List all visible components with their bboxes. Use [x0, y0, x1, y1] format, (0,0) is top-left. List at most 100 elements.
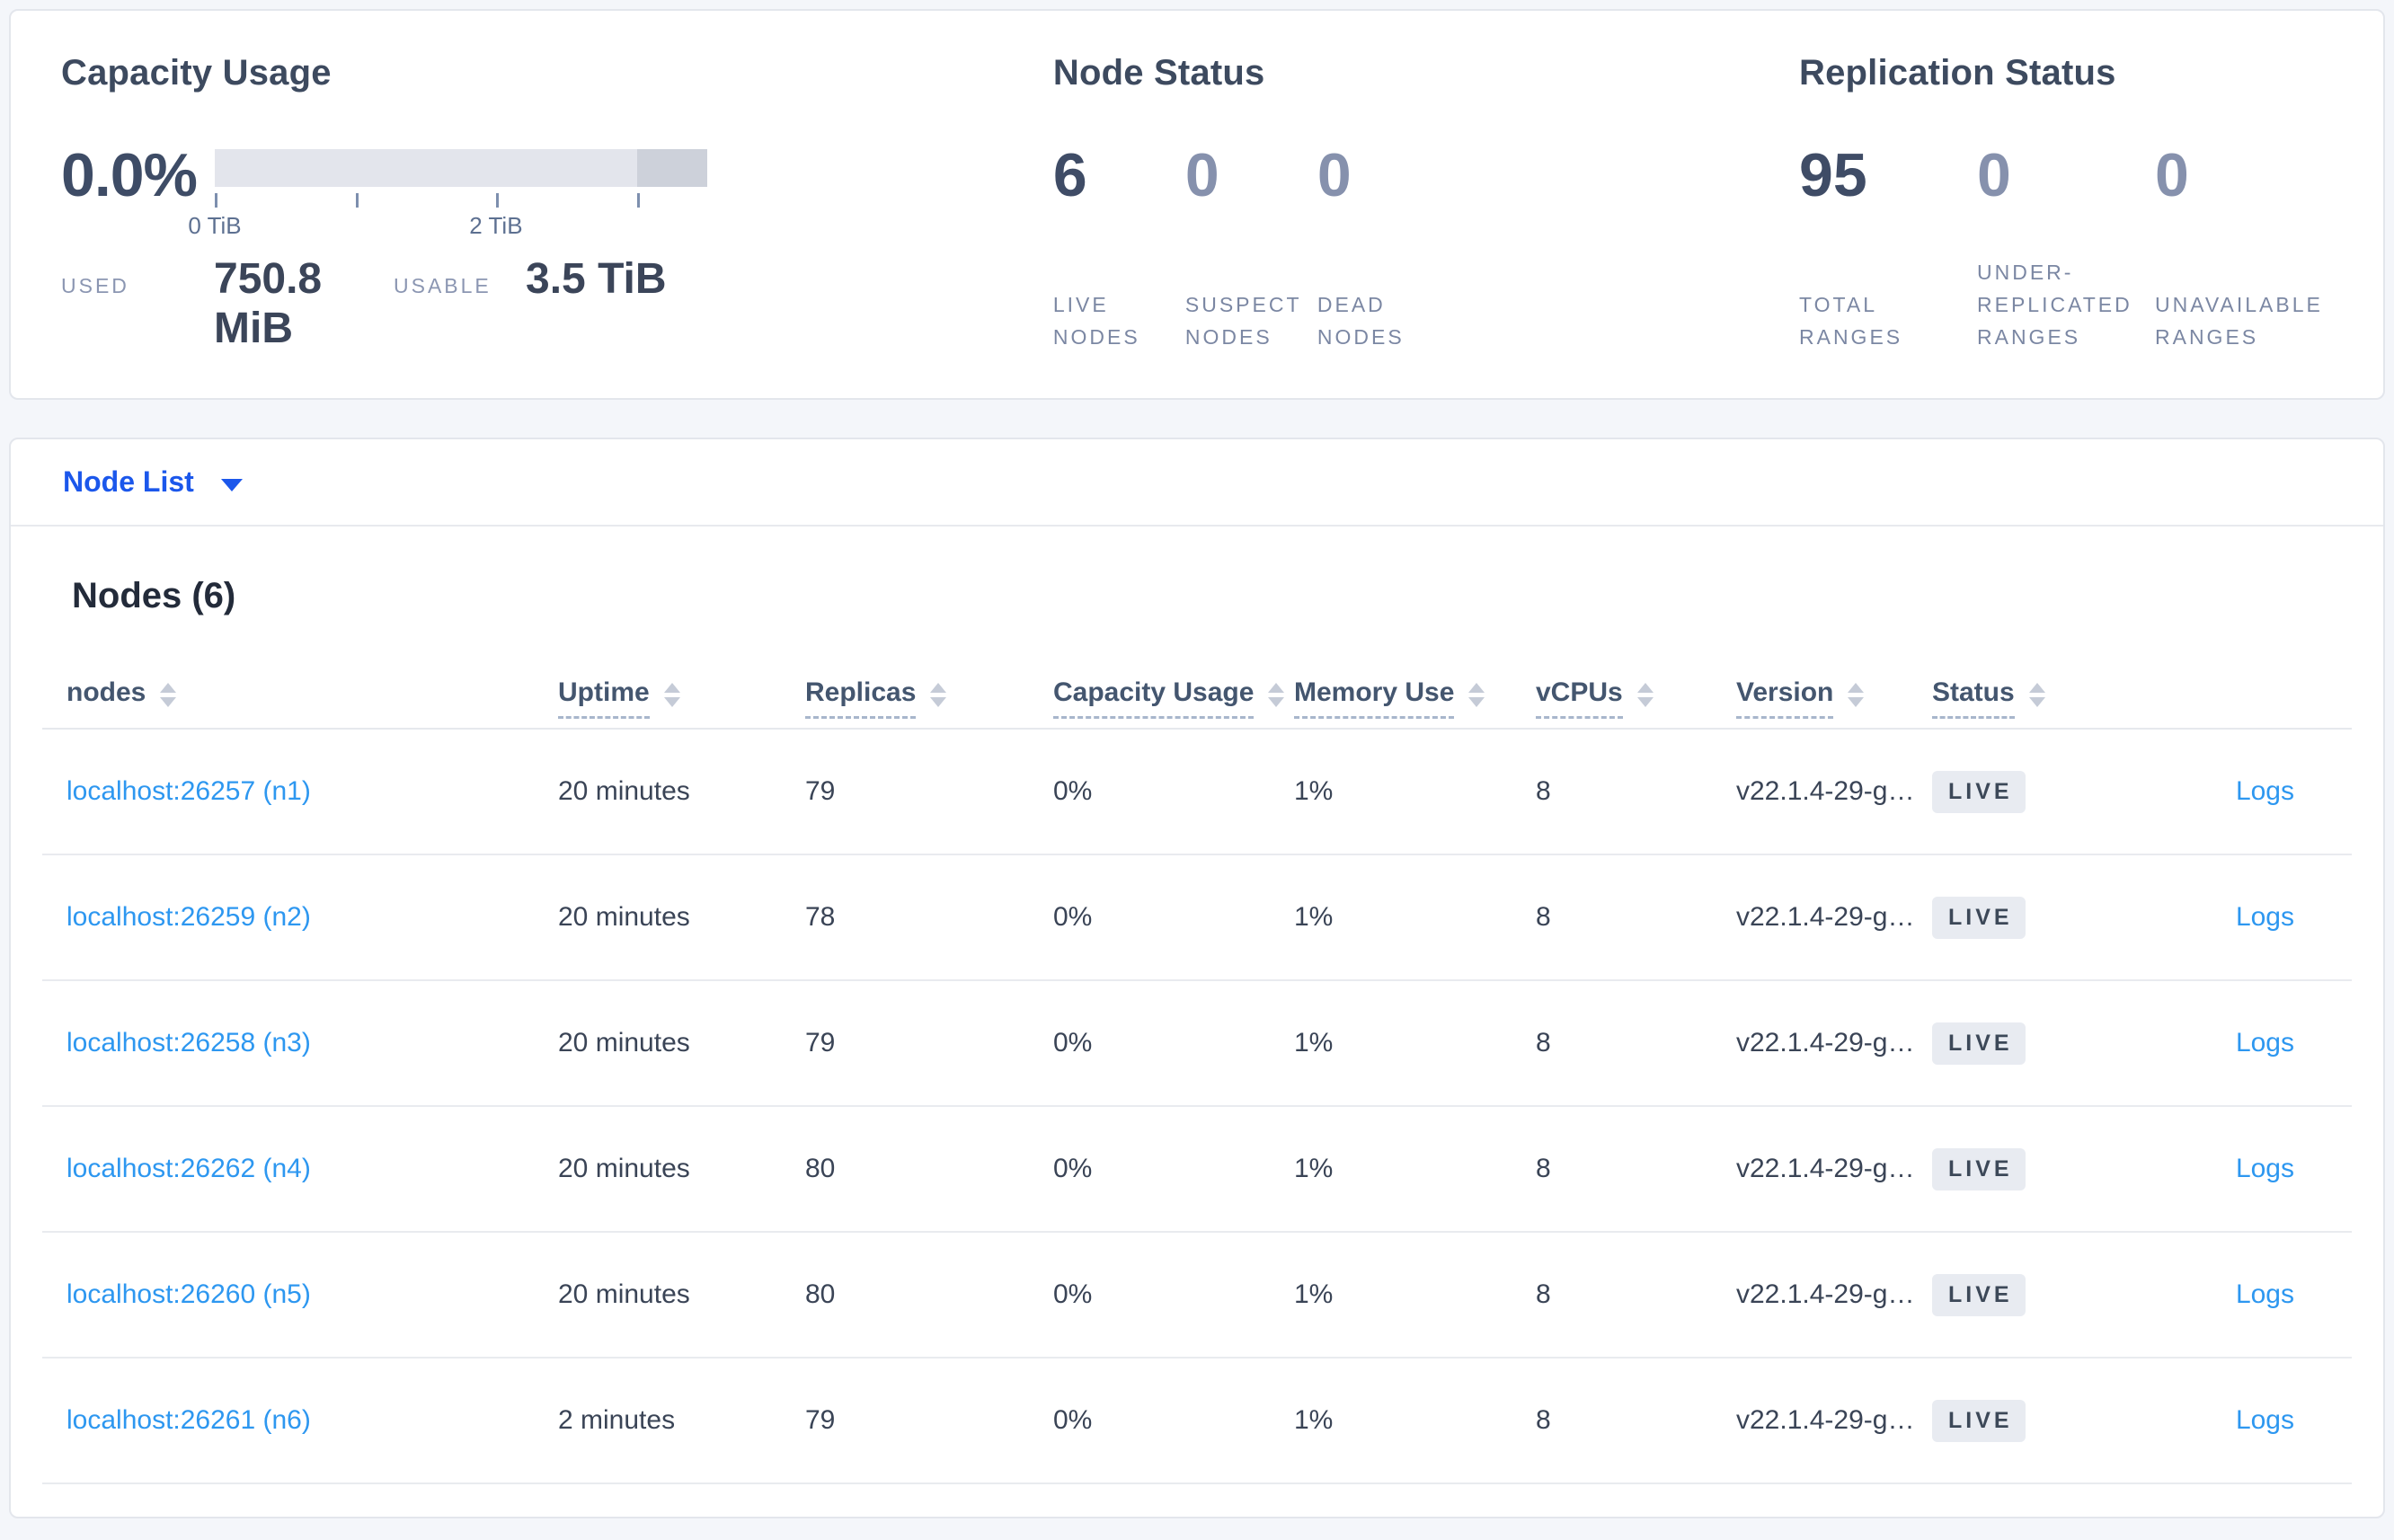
- sort-icon: [663, 682, 680, 707]
- sort-down-icon: [160, 696, 177, 707]
- summary-stat: 0 DEAD NODES: [1317, 141, 1450, 353]
- usable-label: USABLE: [394, 274, 492, 297]
- stat-label: DEAD NODES: [1317, 293, 1405, 349]
- sort-up-icon: [1848, 682, 1865, 693]
- summary-stat: 0 SUSPECT NODES: [1184, 141, 1317, 353]
- table-row: localhost:26258 (n3) 20 minutes 79 0% 1%…: [42, 981, 2352, 1107]
- sort-down-icon: [930, 696, 947, 707]
- summary-stat: 95 TOTAL RANGES: [1799, 141, 1977, 353]
- chevron-down-icon: [220, 478, 243, 491]
- axis-tick-label: 2 TiB: [469, 212, 523, 239]
- status-badge: LIVE: [1932, 1399, 2026, 1442]
- node-link[interactable]: localhost:26257 (n1): [66, 776, 311, 806]
- node-table: nodes Uptime Replicas Capacity Usage Mem…: [42, 661, 2352, 1484]
- version-cell: v22.1.4-29-g…: [1736, 1279, 1915, 1309]
- replicas-cell: 80: [805, 1279, 836, 1309]
- view-selector[interactable]: Node List: [11, 439, 2383, 527]
- logs-link[interactable]: Logs: [2235, 1405, 2294, 1435]
- logs-link[interactable]: Logs: [2235, 1279, 2294, 1309]
- status-badge: LIVE: [1932, 1147, 2026, 1190]
- version-cell: v22.1.4-29-g…: [1736, 1405, 1915, 1435]
- sort-up-icon: [663, 682, 680, 693]
- stat-label: LIVE NODES: [1052, 293, 1140, 349]
- axis-tick-label: 0 TiB: [188, 212, 242, 239]
- table-row: localhost:26259 (n2) 20 minutes 78 0% 1%…: [42, 855, 2352, 981]
- usable-value: 3.5 TiB: [526, 255, 667, 303]
- vcpus-cell: 8: [1536, 1154, 1551, 1183]
- column-header-nodes[interactable]: nodes: [66, 677, 558, 712]
- table-row: localhost:26262 (n4) 20 minutes 80 0% 1%…: [42, 1107, 2352, 1233]
- replicas-cell: 79: [805, 776, 836, 806]
- sort-down-icon: [1268, 696, 1285, 707]
- view-selector-label[interactable]: Node List: [63, 465, 194, 498]
- sort-icon: [1636, 682, 1654, 707]
- stat-value: 0: [1317, 141, 1352, 209]
- capacity-usage-title: Capacity Usage: [61, 53, 332, 93]
- node-link[interactable]: localhost:26260 (n5): [66, 1279, 311, 1309]
- table-body: localhost:26257 (n1) 20 minutes 79 0% 1%…: [42, 730, 2352, 1484]
- axis-tick: [355, 193, 359, 208]
- capacity-usage-cell: 0%: [1053, 776, 1093, 806]
- summary-stat: 6 LIVE NODES: [1052, 141, 1185, 353]
- uptime-cell: 20 minutes: [558, 902, 690, 932]
- summary-stat: 0 UNAVAILABLE RANGES: [2155, 141, 2333, 353]
- vcpus-cell: 8: [1536, 902, 1551, 932]
- vcpus-cell: 8: [1536, 1405, 1551, 1435]
- column-header-memory-use[interactable]: Memory Use: [1294, 677, 1536, 719]
- table-row: localhost:26260 (n5) 20 minutes 80 0% 1%…: [42, 1233, 2352, 1359]
- column-header-replicas[interactable]: Replicas: [805, 677, 1053, 719]
- stat-label: TOTAL RANGES: [1799, 293, 1903, 349]
- capacity-bar: [215, 149, 707, 187]
- stat-value: 6: [1052, 141, 1087, 209]
- capacity-usage-cell: 0%: [1053, 1405, 1093, 1435]
- logs-link[interactable]: Logs: [2235, 1028, 2294, 1058]
- stat-label: UNDER- REPLICATED RANGES: [1977, 261, 2132, 349]
- column-header-status[interactable]: Status: [1932, 677, 2166, 719]
- uptime-cell: 20 minutes: [558, 1028, 690, 1058]
- axis-tick: [215, 193, 217, 208]
- sort-up-icon: [1468, 682, 1485, 693]
- column-header-version[interactable]: Version: [1736, 677, 1932, 719]
- logs-link[interactable]: Logs: [2235, 776, 2294, 806]
- axis-tick: [636, 193, 640, 208]
- summary-stat: 0 UNDER- REPLICATED RANGES: [1977, 145, 2155, 353]
- sort-icon: [1848, 682, 1865, 707]
- stat-value: 95: [1799, 141, 1867, 209]
- node-link[interactable]: localhost:26261 (n6): [66, 1405, 311, 1435]
- vcpus-cell: 8: [1536, 776, 1551, 806]
- sort-down-icon: [663, 696, 680, 707]
- stat-value: 0: [2155, 141, 2189, 209]
- column-header-capacity-usage[interactable]: Capacity Usage: [1053, 677, 1294, 719]
- logs-link[interactable]: Logs: [2235, 902, 2294, 932]
- node-link[interactable]: localhost:26258 (n3): [66, 1028, 311, 1058]
- nodes-section: Nodes (6) nodes Uptime Replicas Capacity…: [11, 527, 2383, 1484]
- nodes-heading: Nodes (6): [72, 576, 236, 615]
- replicas-cell: 78: [805, 902, 836, 932]
- uptime-cell: 20 minutes: [558, 1154, 690, 1183]
- node-link[interactable]: localhost:26259 (n2): [66, 902, 311, 932]
- logs-link[interactable]: Logs: [2235, 1154, 2294, 1183]
- memory-use-cell: 1%: [1294, 1279, 1334, 1309]
- column-header-uptime[interactable]: Uptime: [558, 677, 805, 719]
- vcpus-cell: 8: [1536, 1028, 1551, 1058]
- capacity-usage-cell: 0%: [1053, 1279, 1093, 1309]
- stat-value: 0: [1184, 141, 1219, 209]
- node-link[interactable]: localhost:26262 (n4): [66, 1154, 311, 1183]
- replicas-cell: 79: [805, 1405, 836, 1435]
- version-cell: v22.1.4-29-g…: [1736, 776, 1915, 806]
- column-header-vcpus[interactable]: vCPUs: [1536, 677, 1736, 719]
- node-list-card: Node List Nodes (6) nodes Uptime Replica…: [9, 438, 2385, 1518]
- memory-use-cell: 1%: [1294, 1405, 1334, 1435]
- vcpus-cell: 8: [1536, 1279, 1551, 1309]
- capacity-bar-tick-labels: 0 TiB 2 TiB: [188, 208, 707, 239]
- node-status-panel: Node Status 6 LIVE NODES 0 SUSPECT NODES 0…: [1053, 52, 1799, 353]
- capacity-used-percent: 0.0%: [61, 141, 198, 209]
- capacity-gauge: 0 TiB 2 TiB: [188, 149, 707, 239]
- sort-icon: [160, 682, 177, 707]
- table-row: localhost:26257 (n1) 20 minutes 79 0% 1%…: [42, 730, 2352, 855]
- memory-use-cell: 1%: [1294, 902, 1334, 932]
- sort-icon: [930, 682, 947, 707]
- axis-tick: [495, 193, 499, 208]
- capacity-usage-cell: 0%: [1053, 1028, 1093, 1058]
- version-cell: v22.1.4-29-g…: [1736, 1028, 1915, 1058]
